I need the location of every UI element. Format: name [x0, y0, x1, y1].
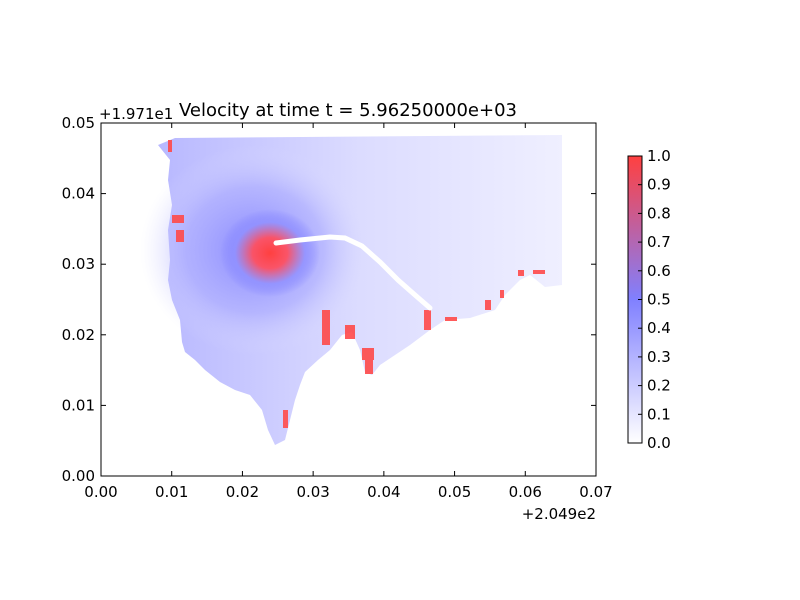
- x-tick-label: 0.01: [155, 483, 188, 501]
- x-tick-label: 0.07: [579, 483, 612, 501]
- y-offset-label: +1.971e1: [99, 105, 173, 123]
- colorbar-tick-label: 0.3: [647, 348, 671, 366]
- colorbar-ticks: 0.0 0.1 0.2 0.3 0.4 0.5 0.6 0.7 0.8 0.9 1.0: [638, 147, 671, 452]
- coastal-high-velocity-bands: [168, 140, 545, 428]
- x-tick-label: 0.06: [509, 483, 542, 501]
- x-tick-label: 0.03: [296, 483, 329, 501]
- x-tick-label: 0.00: [84, 483, 117, 501]
- colorbar-tick-label: 1.0: [647, 147, 671, 165]
- y-tick-label: 0.02: [62, 326, 95, 344]
- colorbar-tick-label: 0.2: [647, 377, 671, 395]
- y-tick-label: 0.03: [62, 255, 95, 273]
- y-tick-label: 0.01: [62, 396, 95, 414]
- colorbar-tick-label: 0.5: [647, 291, 671, 309]
- y-axis: 0.00 0.01 0.02 0.03 0.04 0.05: [62, 114, 596, 485]
- colorbar-tick-label: 0.0: [647, 434, 671, 452]
- y-tick-label: 0.05: [62, 114, 95, 132]
- colorbar-tick-label: 0.1: [647, 405, 671, 423]
- y-tick-label: 0.00: [62, 467, 95, 485]
- plot-area-frame: [100, 122, 597, 477]
- x-axis: 0.00 0.01 0.02 0.03 0.04 0.05 0.06 0.07: [84, 123, 613, 501]
- velocity-field: [140, 135, 562, 445]
- x-tick-label: 0.02: [226, 483, 259, 501]
- x-tick-label: 0.05: [438, 483, 471, 501]
- colorbar-tick-label: 0.4: [647, 319, 671, 337]
- high-velocity-hotspot: [220, 209, 320, 297]
- colorbar-tick-label: 0.9: [647, 176, 671, 194]
- colorbar-tick-label: 0.7: [647, 233, 671, 251]
- x-offset-label: +2.049e2: [522, 505, 596, 523]
- y-tick-label: 0.04: [62, 185, 95, 203]
- chart-title: Velocity at time t = 5.96250000e+03: [179, 100, 517, 121]
- storm-track: [273, 234, 433, 311]
- colorbar-tick-label: 0.8: [647, 204, 671, 222]
- colorbar-tick-label: 0.6: [647, 262, 671, 280]
- x-tick-label: 0.04: [367, 483, 400, 501]
